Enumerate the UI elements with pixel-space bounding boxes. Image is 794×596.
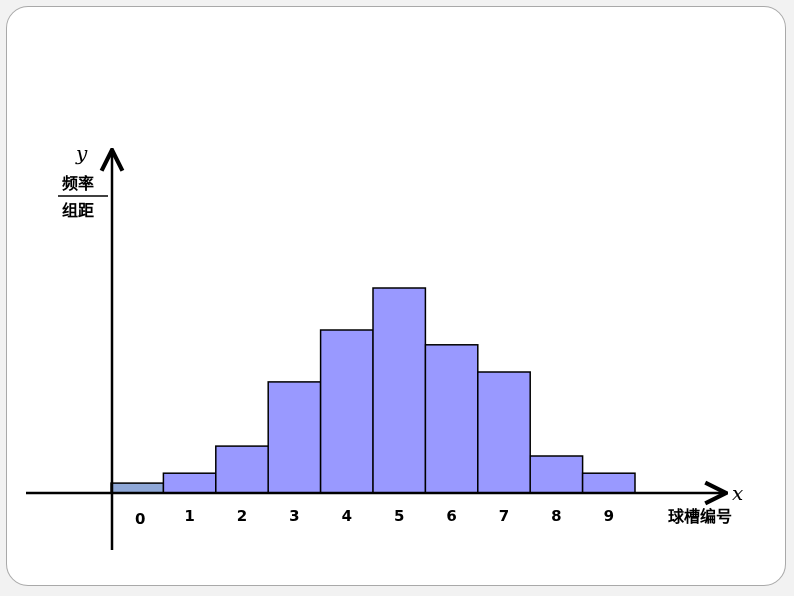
x-axis-label: 球槽编号 (668, 507, 732, 526)
bar-7 (477, 371, 531, 494)
bar-3 (267, 381, 322, 494)
x-tick-label-6: 6 (446, 507, 456, 525)
y-variable-label: y (75, 141, 88, 165)
bar-2 (215, 445, 269, 494)
x-tick-labels: 0 1 2 3 4 5 6 7 8 9 (135, 507, 614, 528)
x-tick-label-3: 3 (289, 507, 299, 525)
bar-4 (319, 329, 374, 494)
y-label-denominator: 组距 (62, 201, 94, 220)
x-tick-label-9: 9 (604, 507, 614, 525)
bar-0 (110, 482, 165, 494)
x-tick-label-1: 1 (184, 507, 194, 525)
y-label-numerator: 频率 (62, 174, 94, 193)
x-tick-label-2: 2 (237, 507, 247, 525)
x-tick-label-4: 4 (342, 507, 352, 525)
bar-1 (162, 472, 217, 494)
x-variable-label: x (732, 481, 743, 505)
bars-group (110, 287, 636, 494)
bar-6 (424, 344, 479, 494)
bar-8 (529, 455, 584, 494)
bar-9 (581, 472, 636, 494)
x-tick-label-5: 5 (394, 507, 404, 525)
x-tick-label-0: 0 (135, 510, 145, 528)
x-tick-label-8: 8 (551, 507, 561, 525)
bar-5 (372, 287, 427, 494)
x-tick-label-7: 7 (499, 507, 509, 525)
